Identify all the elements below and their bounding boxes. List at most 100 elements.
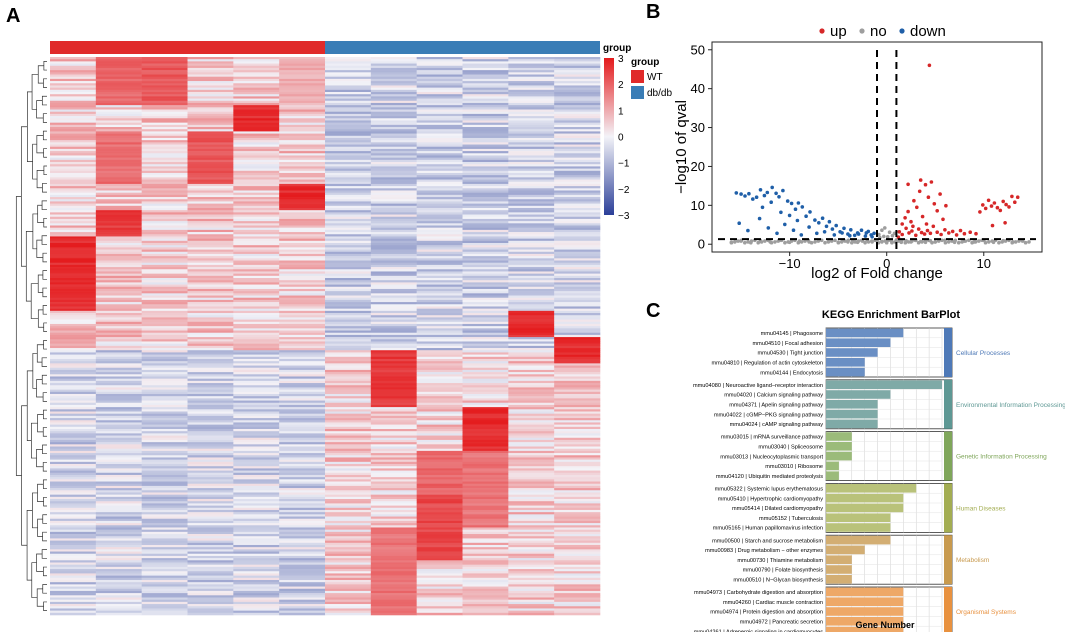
heatmap-cell: [50, 503, 97, 506]
heatmap-cell: [370, 415, 417, 419]
heatmap-cell: [279, 210, 326, 213]
heatmap-cell: [370, 396, 417, 399]
volcano-point-no: [880, 240, 884, 244]
heatmap-cell: [554, 162, 601, 165]
heatmap-cell: [50, 573, 97, 576]
heatmap-cell: [462, 407, 509, 410]
heatmap-cell: [279, 492, 326, 495]
heatmap-cell: [508, 194, 555, 198]
heatmap-cell: [187, 363, 234, 366]
heatmap-cell: [508, 431, 555, 434]
heatmap-cell: [141, 207, 188, 211]
heatmap-cell: [141, 282, 188, 285]
heatmap-cell: [462, 573, 509, 576]
heatmap-cell: [141, 223, 188, 226]
dendrogram-branch: [43, 165, 47, 176]
heatmap-cell: [279, 264, 326, 268]
heatmap-cell: [50, 422, 97, 425]
heatmap-cell: [416, 470, 463, 474]
dendrogram-branch: [37, 204, 44, 224]
heatmap-cell: [50, 67, 97, 71]
kegg-category-strip: [944, 431, 952, 481]
heatmap-cell: [325, 437, 372, 441]
heatmap-cell: [416, 424, 463, 428]
heatmap-cell: [325, 391, 372, 395]
volcano-point-down: [785, 199, 790, 203]
heatmap-cell: [95, 262, 142, 266]
heatmap-cell: [50, 275, 97, 279]
dendrogram-branch: [36, 588, 44, 607]
heatmap-cell: [50, 61, 97, 64]
heatmap-cell: [370, 113, 417, 117]
heatmap-cell: [141, 407, 188, 410]
heatmap-cell: [554, 404, 601, 408]
volcano-point-no: [950, 239, 954, 243]
heatmap-cell: [233, 65, 280, 69]
heatmap-cell: [370, 422, 417, 425]
heatmap-cell: [508, 291, 555, 294]
heatmap-cell: [141, 529, 188, 533]
heatmap-cell: [554, 560, 601, 563]
heatmap-cell: [554, 109, 601, 113]
heatmap-cell: [95, 247, 142, 250]
heatmap-cell: [279, 343, 326, 347]
colorbar-tick-label: 2: [618, 80, 624, 91]
heatmap-cell: [95, 127, 142, 130]
volcano-point-up: [1004, 202, 1008, 207]
heatmap-cell: [325, 376, 372, 379]
heatmap-cell: [462, 516, 509, 520]
heatmap-cell: [554, 437, 601, 441]
heatmap-cell: [508, 299, 555, 303]
heatmap-cell: [325, 435, 372, 439]
heatmap-cell: [233, 350, 280, 353]
heatmap-cell: [233, 385, 280, 388]
heatmap-cell: [416, 534, 463, 537]
heatmap-cell: [141, 251, 188, 255]
heatmap-cell: [554, 376, 601, 379]
heatmap-cell: [416, 547, 463, 550]
heatmap-cell: [187, 420, 234, 423]
volcano-point-down: [793, 207, 798, 211]
heatmap-cell: [95, 433, 142, 436]
heatmap-cell: [416, 477, 463, 480]
heatmap-cell: [462, 492, 509, 495]
heatmap-cell: [187, 203, 234, 207]
heatmap-cell: [95, 582, 142, 585]
heatmap-cell: [50, 238, 97, 242]
heatmap-cell: [50, 549, 97, 552]
heatmap-cell: [416, 282, 463, 285]
heatmap-cell: [416, 372, 463, 375]
volcano-ytick-label: 40: [691, 81, 705, 96]
heatmap-cell: [554, 536, 601, 539]
heatmap-cell: [187, 435, 234, 439]
heatmap-cell: [187, 172, 234, 176]
heatmap-cell: [233, 505, 280, 509]
heatmap-cell: [95, 194, 142, 198]
volcano-point-up: [917, 189, 922, 194]
heatmap-cell: [187, 569, 234, 572]
heatmap-cell: [416, 582, 463, 585]
heatmap-cell: [462, 59, 509, 62]
heatmap-cell: [141, 236, 188, 239]
heatmap-cell: [279, 433, 326, 436]
heatmap-cell: [233, 536, 280, 539]
heatmap-cell: [416, 549, 463, 552]
heatmap-cell: [233, 249, 280, 253]
heatmap-cell: [325, 352, 372, 355]
heatmap-cell: [141, 431, 188, 434]
heatmap-cell: [370, 175, 417, 178]
heatmap-cell: [50, 426, 97, 430]
heatmap-cell: [279, 262, 326, 266]
heatmap-cell: [554, 512, 601, 515]
heatmap-cell: [279, 571, 326, 574]
heatmap-cell: [554, 205, 601, 209]
heatmap-cell: [50, 205, 97, 209]
heatmap-cell: [462, 317, 509, 320]
heatmap-cell: [508, 439, 555, 443]
heatmap-cell: [370, 269, 417, 272]
heatmap-cell: [416, 328, 463, 331]
dendrogram-branch: [15, 196, 22, 476]
heatmap-cell: [462, 553, 509, 557]
heatmap-cell: [95, 575, 142, 579]
heatmap-cell: [141, 376, 188, 379]
